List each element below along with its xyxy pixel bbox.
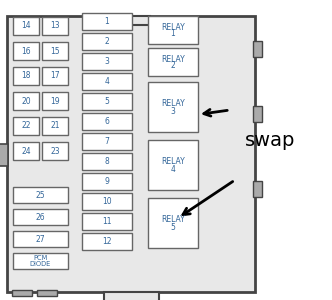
Bar (148, 16, 198, 44)
Text: 11: 11 (102, 217, 112, 226)
Bar (148, 140, 198, 190)
Bar (112, 16, 150, 25)
Bar (13, 142, 39, 160)
Bar (13, 67, 39, 85)
Bar (13, 253, 68, 269)
Bar (42, 67, 68, 85)
Bar (253, 106, 262, 122)
Bar (13, 17, 39, 35)
Text: 8: 8 (105, 157, 109, 166)
Text: 19: 19 (50, 97, 60, 106)
Bar (253, 181, 262, 197)
Bar (82, 93, 132, 110)
Text: 22: 22 (21, 122, 31, 130)
Bar (82, 193, 132, 210)
Text: 21: 21 (50, 122, 60, 130)
Bar (82, 153, 132, 170)
Text: 23: 23 (50, 146, 60, 155)
Text: 24: 24 (21, 146, 31, 155)
Text: 20: 20 (21, 97, 31, 106)
Bar (13, 117, 39, 135)
Bar (37, 290, 57, 296)
Bar (12, 290, 32, 296)
Bar (82, 233, 132, 250)
Text: 13: 13 (50, 22, 60, 31)
Text: RELAY: RELAY (161, 158, 185, 166)
Bar (82, 33, 132, 50)
Text: 27: 27 (36, 235, 45, 244)
Bar (13, 209, 68, 225)
Bar (42, 117, 68, 135)
Bar (82, 13, 132, 30)
Bar (148, 48, 198, 76)
Text: 2: 2 (171, 61, 175, 70)
Text: RELAY: RELAY (161, 22, 185, 32)
Bar (42, 92, 68, 110)
Text: 12: 12 (102, 237, 112, 246)
Bar (42, 42, 68, 60)
Text: 3: 3 (105, 57, 110, 66)
Text: 7: 7 (105, 137, 110, 146)
Bar (7, 16, 255, 292)
Text: RELAY: RELAY (161, 215, 185, 224)
Text: 14: 14 (21, 22, 31, 31)
Text: 2: 2 (105, 37, 109, 46)
Bar (82, 133, 132, 150)
Text: RELAY: RELAY (161, 55, 185, 64)
Text: PCM
DIODE: PCM DIODE (30, 254, 51, 268)
Bar (82, 213, 132, 230)
Text: 16: 16 (21, 46, 31, 56)
Text: 3: 3 (171, 106, 175, 116)
Bar (42, 142, 68, 160)
Bar (13, 92, 39, 110)
Bar (42, 17, 68, 35)
Bar (82, 173, 132, 190)
Text: 1: 1 (105, 17, 109, 26)
Bar (13, 42, 39, 60)
Text: RELAY: RELAY (161, 100, 185, 109)
Bar (82, 113, 132, 130)
Text: 4: 4 (105, 77, 110, 86)
Bar (104, 292, 158, 300)
Bar (148, 198, 198, 248)
Bar (13, 187, 68, 203)
Bar (82, 53, 132, 70)
Text: swap: swap (245, 130, 295, 149)
Bar (0, 144, 8, 166)
Text: 15: 15 (50, 46, 60, 56)
Text: 5: 5 (171, 223, 175, 232)
Text: 6: 6 (105, 117, 110, 126)
Text: 18: 18 (21, 71, 31, 80)
Text: 10: 10 (102, 197, 112, 206)
Text: 9: 9 (105, 177, 110, 186)
Text: 26: 26 (36, 212, 45, 221)
Bar (82, 73, 132, 90)
Text: 17: 17 (50, 71, 60, 80)
Text: 4: 4 (171, 164, 175, 173)
Bar (148, 82, 198, 132)
Bar (253, 41, 262, 57)
Bar (13, 231, 68, 247)
Text: 5: 5 (105, 97, 110, 106)
Text: 25: 25 (36, 190, 45, 200)
Text: 1: 1 (171, 29, 175, 38)
